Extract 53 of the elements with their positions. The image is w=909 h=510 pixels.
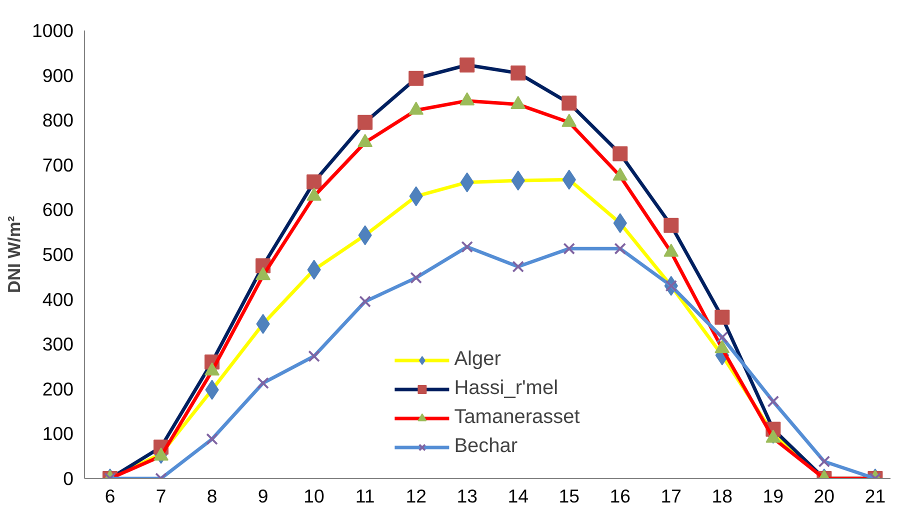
point: [818, 456, 830, 468]
x-tick-label: 14: [508, 486, 528, 506]
point: [562, 96, 577, 111]
y-tick-label: 300: [42, 334, 74, 355]
x-tick-label: 9: [258, 486, 268, 506]
point: [767, 395, 780, 408]
point: [257, 377, 269, 390]
x-tick-label: 17: [660, 486, 682, 506]
y-tick-label: 100: [42, 423, 74, 444]
legend-label: Hassi_r'mel: [454, 377, 558, 400]
y-tick-label: 600: [42, 199, 74, 220]
point: [308, 350, 320, 362]
point: [612, 146, 628, 162]
x-tick-label: 6: [104, 486, 116, 506]
point: [716, 331, 728, 344]
point: [358, 114, 373, 130]
legend-label: Bechar: [454, 435, 518, 458]
y-tick-label: 200: [42, 378, 74, 400]
x-tick-label: 10: [304, 486, 324, 506]
x-tick-label: 12: [406, 486, 426, 506]
x-tick-label: 19: [762, 486, 784, 506]
x-tick-label: 20: [814, 486, 835, 506]
point: [563, 242, 576, 255]
point: [408, 70, 424, 86]
y-tick-label: 400: [42, 288, 74, 310]
x-tick-label: 13: [456, 486, 478, 506]
y-tick-label: 1000: [32, 20, 74, 41]
y-axis-title: DNI W/m²: [4, 216, 24, 293]
y-tick-label: 500: [42, 244, 74, 265]
legend-label: Tamanerasset: [454, 406, 580, 429]
point: [206, 433, 218, 446]
x-tick-label: 8: [206, 486, 218, 506]
x-tick-label: 16: [610, 486, 631, 506]
x-tick-label: 21: [864, 486, 886, 506]
y-tick-label: 800: [42, 110, 74, 131]
point: [461, 240, 474, 253]
y-tick-label: 900: [42, 64, 74, 86]
x-tick-label: 18: [712, 486, 733, 506]
x-tick-label: 15: [558, 486, 580, 506]
point: [410, 272, 422, 284]
point: [714, 310, 730, 325]
x-tick-label: 7: [156, 486, 166, 506]
y-tick-label: 0: [63, 468, 74, 489]
point: [614, 242, 626, 255]
point: [512, 260, 524, 273]
point: [306, 174, 322, 190]
point: [359, 296, 372, 308]
y-tick-label: 700: [42, 154, 74, 176]
x-tick-label: 11: [355, 486, 375, 506]
point: [460, 57, 475, 72]
point: [664, 218, 679, 233]
point: [510, 66, 526, 81]
legend-label: Alger: [454, 348, 501, 371]
